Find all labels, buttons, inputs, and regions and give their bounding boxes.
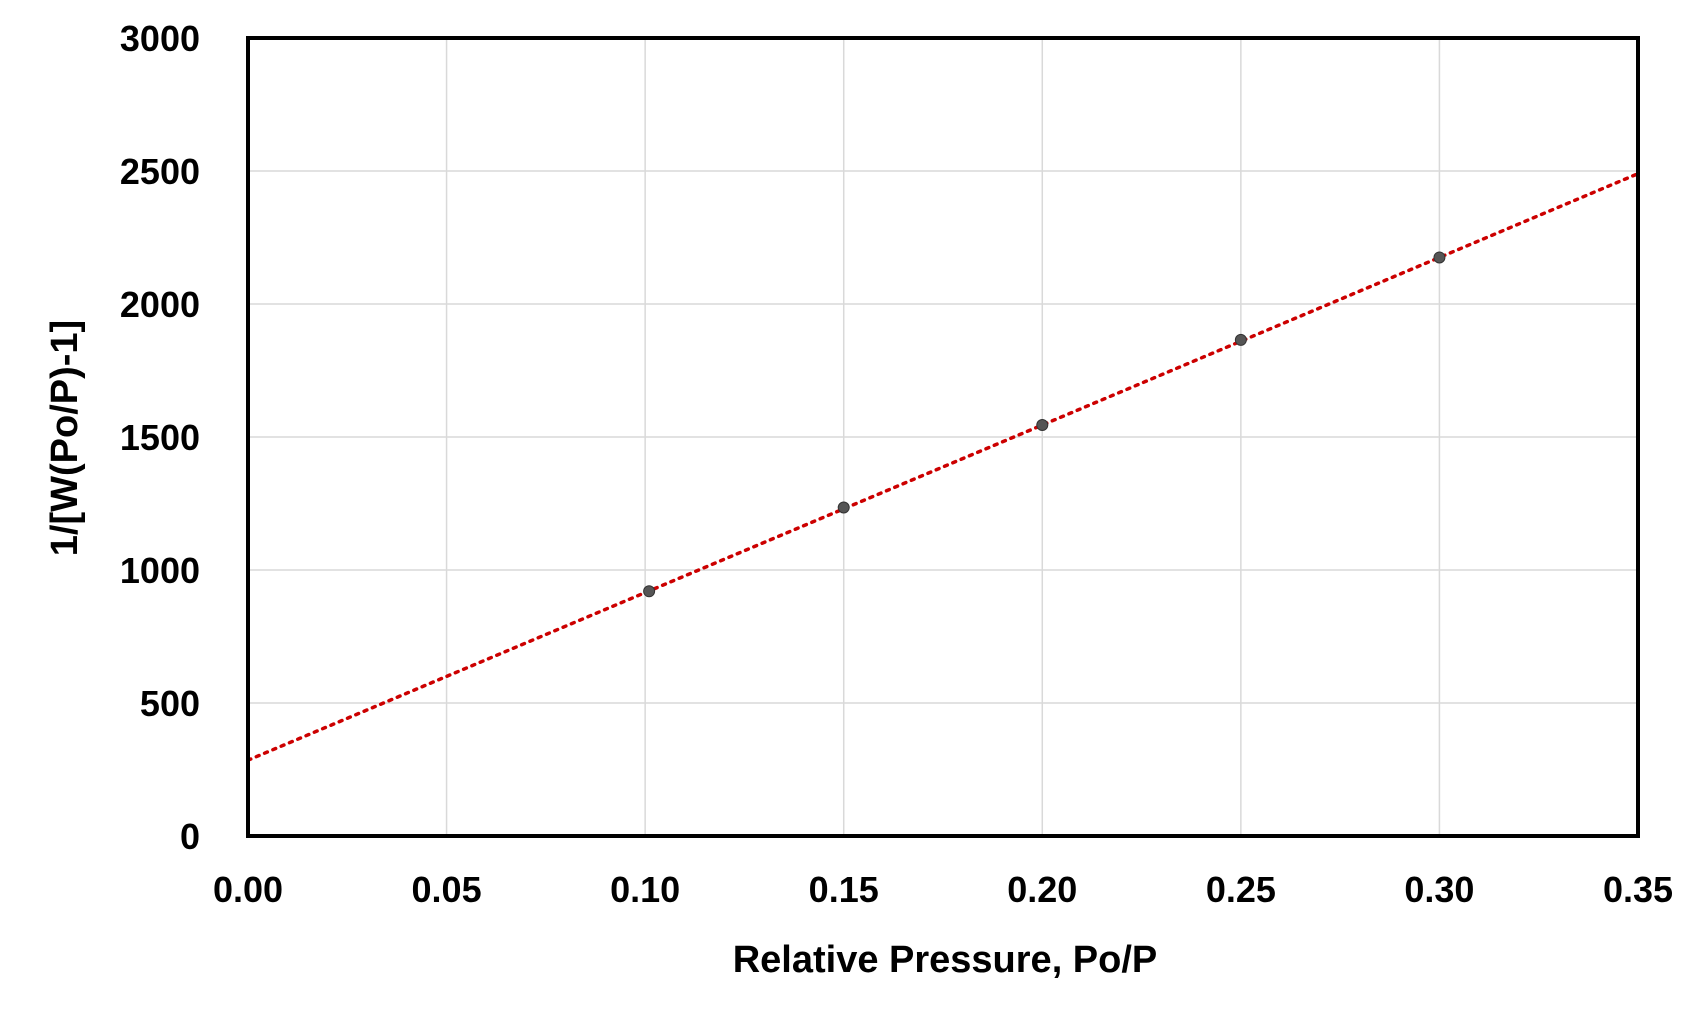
x-tick-label: 0.20 <box>1007 869 1077 910</box>
grid-layer <box>248 38 1638 836</box>
data-point <box>1036 419 1049 432</box>
y-tick-label: 500 <box>140 683 200 724</box>
y-tick-labels: 0 500 1000 1500 2000 2500 3000 <box>120 18 200 857</box>
x-tick-label: 0.25 <box>1206 869 1276 910</box>
y-tick-label: 0 <box>180 816 200 857</box>
points-layer <box>643 251 1446 598</box>
y-tick-label: 1000 <box>120 550 200 591</box>
data-point <box>1234 333 1247 346</box>
x-tick-label: 0.30 <box>1404 869 1474 910</box>
y-tick-label: 1500 <box>120 417 200 458</box>
trendline-layer <box>246 171 1640 762</box>
x-tick-label: 0.05 <box>412 869 482 910</box>
data-point <box>643 585 656 598</box>
x-tick-label: 0.00 <box>213 869 283 910</box>
data-point <box>1433 251 1446 264</box>
y-tick-label: 3000 <box>120 18 200 59</box>
trendline <box>246 171 1640 762</box>
x-tick-label: 0.15 <box>809 869 879 910</box>
plot-frame <box>246 36 1640 838</box>
x-axis-label: Relative Pressure, Po/P <box>733 939 1158 981</box>
x-tick-label: 0.10 <box>610 869 680 910</box>
x-tick-label: 0.35 <box>1603 869 1673 910</box>
data-point <box>837 501 850 514</box>
y-axis-label: 1/[W(Po/P)-1] <box>44 320 86 556</box>
y-tick-label: 2000 <box>120 284 200 325</box>
x-tick-labels: 0.00 0.05 0.10 0.15 0.20 0.25 0.30 0.35 <box>213 869 1673 910</box>
y-tick-label: 2500 <box>120 151 200 192</box>
